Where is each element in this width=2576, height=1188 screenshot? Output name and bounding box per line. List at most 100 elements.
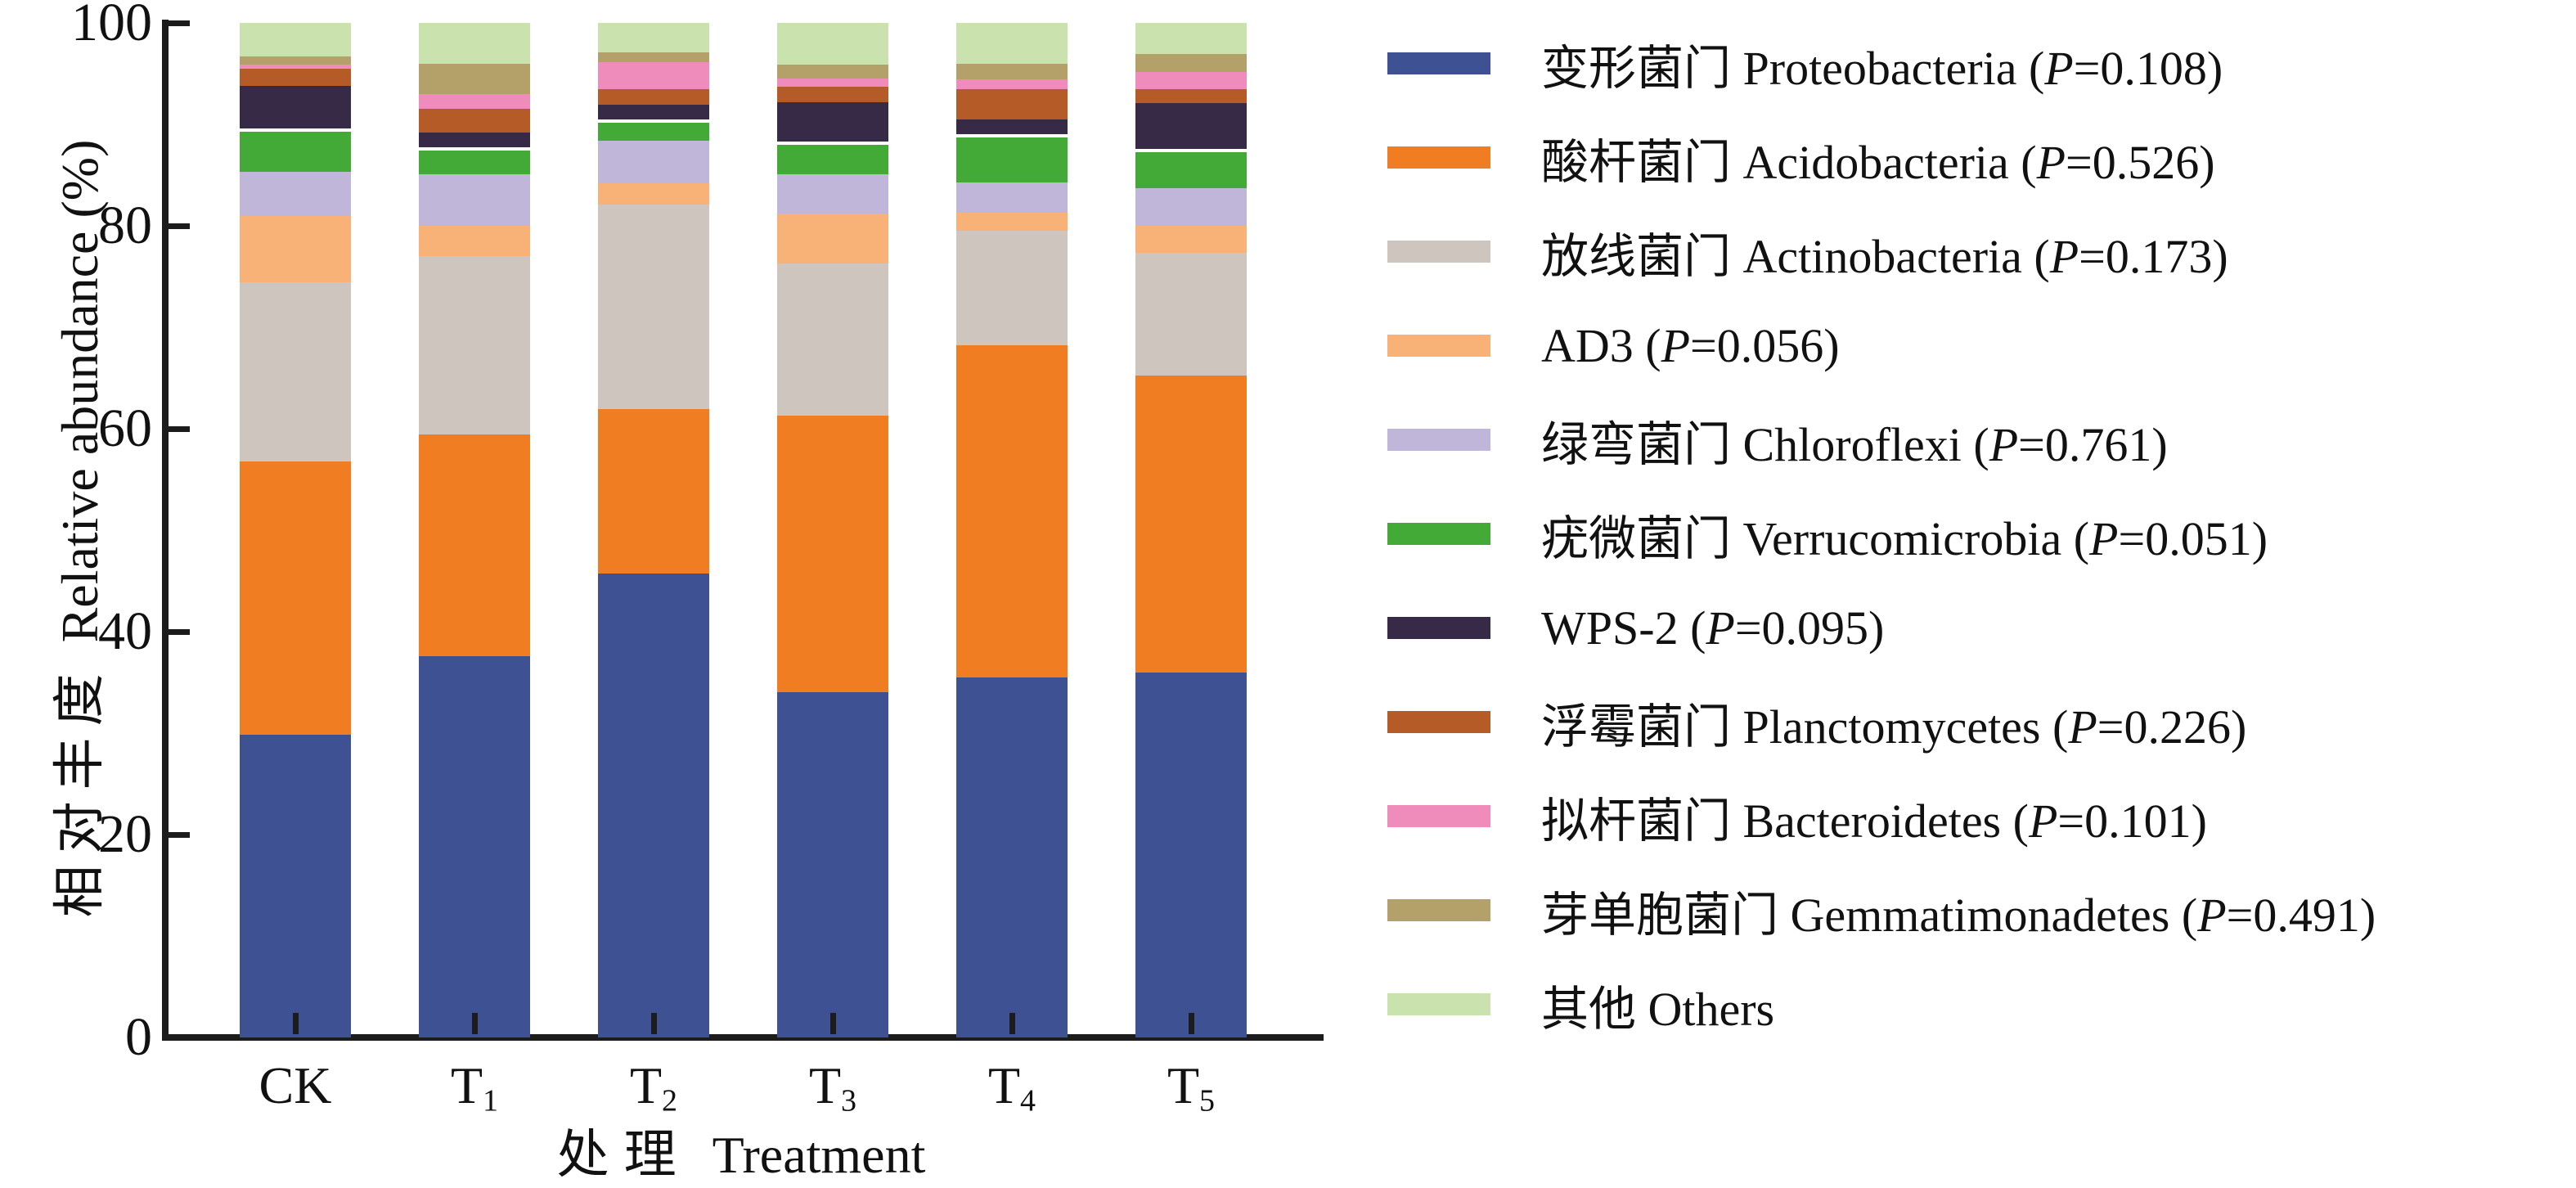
stacked-bar-T2 — [598, 23, 709, 1037]
legend-swatch-chloroflexi — [1387, 429, 1490, 451]
legend-label-bacteroidetes: 拟杆菌门 Bacteroidetes (P=0.101) — [1541, 794, 2207, 848]
stacked-bar-T5 — [1135, 23, 1247, 1037]
x-axis-title: 处理 Treatment — [332, 1113, 1150, 1188]
y-tick-60 — [169, 426, 190, 432]
segment-T5-chloroflexi — [1135, 188, 1247, 226]
x-tick-T2 — [651, 1013, 657, 1034]
legend-swatch-wps-2 — [1387, 617, 1490, 639]
segment-T3-proteobacteria — [777, 692, 888, 1037]
legend-swatch-acidobacteria — [1387, 146, 1490, 169]
segment-T3-actinobacteria — [777, 263, 888, 416]
x-tick-label-T1: T1 — [450, 1056, 499, 1118]
legend-swatch-actinobacteria — [1387, 241, 1490, 263]
segment-CK-verrucomicrobia — [240, 128, 351, 173]
legend-label-gemmatimonadetes: 芽单胞菌门 Gemmatimonadetes (P=0.491) — [1541, 888, 2376, 942]
segment-T2-actinobacteria — [598, 204, 709, 410]
x-tick-label-T3: T3 — [808, 1056, 857, 1118]
x-tick-T5 — [1189, 1013, 1194, 1034]
segment-T2-proteobacteria — [598, 574, 709, 1037]
legend-item-gemmatimonadetes: 芽单胞菌门 Gemmatimonadetes (P=0.491) — [1387, 863, 2565, 957]
segment-T4-chloroflexi — [956, 182, 1068, 213]
legend-swatch-planctomycetes — [1387, 711, 1490, 733]
segment-T2-acidobacteria — [598, 409, 709, 574]
segment-T4-planctomycetes — [956, 88, 1068, 119]
segment-T1-actinobacteria — [419, 256, 530, 435]
segment-T4-ad3 — [956, 212, 1068, 232]
segment-T5-bacteroidetes — [1135, 71, 1247, 89]
segment-CK-ad3 — [240, 215, 351, 283]
segment-T1-chloroflexi — [419, 173, 530, 226]
segment-T3-planctomycetes — [777, 87, 888, 102]
segment-T3-ad3 — [777, 214, 888, 263]
segment-T5-verrucomicrobia — [1135, 148, 1247, 189]
segment-T4-wps-2 — [956, 119, 1068, 135]
segment-T5-planctomycetes — [1135, 88, 1247, 103]
stacked-bar-T4 — [956, 23, 1068, 1037]
x-axis-title-zh: 处理 — [556, 1126, 691, 1184]
segment-CK-wps-2 — [240, 85, 351, 128]
x-tick-T1 — [472, 1013, 478, 1034]
x-tick-T4 — [1009, 1013, 1015, 1034]
segment-T5-acidobacteria — [1135, 376, 1247, 673]
legend-label-others: 其他 Others — [1541, 982, 1775, 1036]
legend-label-verrucomicrobia: 疣微菌门 Verrucomicrobia (P=0.051) — [1541, 511, 2268, 565]
segment-T1-wps-2 — [419, 132, 530, 148]
y-tick-label-20: 20 — [98, 804, 152, 864]
segment-T3-gemmatimonadetes — [777, 64, 888, 79]
plot-area — [169, 23, 1324, 1037]
y-tick-label-60: 60 — [98, 398, 152, 458]
legend-swatch-ad3 — [1387, 335, 1490, 357]
segment-T2-planctomycetes — [598, 88, 709, 106]
y-axis-title-en: Relative abundance (%) — [51, 139, 109, 643]
segment-T2-chloroflexi — [598, 140, 709, 183]
segment-CK-chloroflexi — [240, 172, 351, 216]
segment-CK-gemmatimonadetes — [240, 56, 351, 65]
segment-T4-verrucomicrobia — [956, 134, 1068, 182]
segment-CK-actinobacteria — [240, 282, 351, 461]
legend-label-acidobacteria: 酸杆菌门 Acidobacteria (P=0.526) — [1541, 135, 2215, 189]
segment-T4-gemmatimonadetes — [956, 63, 1068, 80]
segment-T1-acidobacteria — [419, 434, 530, 656]
segment-T5-ad3 — [1135, 225, 1247, 254]
legend-swatch-bacteroidetes — [1387, 805, 1490, 827]
y-tick-label-100: 100 — [71, 0, 152, 52]
segment-T2-wps-2 — [598, 105, 709, 119]
legend-label-chloroflexi: 绿弯菌门 Chloroflexi (P=0.761) — [1541, 417, 2168, 471]
legend-item-acidobacteria: 酸杆菌门 Acidobacteria (P=0.526) — [1387, 110, 2565, 205]
stacked-bar-CK — [240, 23, 351, 1037]
segment-T2-gemmatimonadetes — [598, 52, 709, 63]
y-tick-20 — [169, 832, 190, 838]
legend-swatch-gemmatimonadetes — [1387, 899, 1490, 921]
legend-item-others: 其他 Others — [1387, 957, 2565, 1051]
y-tick-80 — [169, 223, 190, 229]
y-tick-label-0: 0 — [125, 1007, 152, 1067]
legend-item-wps-2: WPS-2 (P=0.095) — [1387, 581, 2565, 675]
legend-label-proteobacteria: 变形菌门 Proteobacteria (P=0.108) — [1541, 41, 2223, 95]
legend-label-actinobacteria: 放线菌门 Actinobacteria (P=0.173) — [1541, 229, 2228, 283]
segment-T5-others — [1135, 23, 1247, 55]
segment-T5-wps-2 — [1135, 102, 1247, 149]
segment-T5-proteobacteria — [1135, 672, 1247, 1037]
segment-T3-others — [777, 23, 888, 65]
segment-T4-actinobacteria — [956, 231, 1068, 346]
segment-T4-others — [956, 23, 1068, 64]
segment-T1-bacteroidetes — [419, 93, 530, 110]
segment-T2-bacteroidetes — [598, 62, 709, 89]
segment-T1-ad3 — [419, 225, 530, 257]
segment-T5-gemmatimonadetes — [1135, 54, 1247, 72]
legend-swatch-verrucomicrobia — [1387, 523, 1490, 545]
stacked-bar-T3 — [777, 23, 888, 1037]
segment-T5-actinobacteria — [1135, 253, 1247, 376]
segment-CK-bacteroidetes — [240, 64, 351, 69]
legend: 变形菌门 Proteobacteria (P=0.108) 酸杆菌门 Acidob… — [1387, 16, 2565, 1051]
segment-T1-others — [419, 23, 530, 64]
segment-CK-proteobacteria — [240, 735, 351, 1037]
y-tick-100 — [169, 20, 190, 26]
x-tick-T3 — [830, 1013, 836, 1034]
x-tick-label-T5: T5 — [1167, 1056, 1216, 1118]
legend-item-proteobacteria: 变形菌门 Proteobacteria (P=0.108) — [1387, 16, 2565, 110]
segment-T1-proteobacteria — [419, 655, 530, 1037]
x-axis-title-en: Treatment — [712, 1126, 926, 1184]
legend-item-chloroflexi: 绿弯菌门 Chloroflexi (P=0.761) — [1387, 393, 2565, 487]
